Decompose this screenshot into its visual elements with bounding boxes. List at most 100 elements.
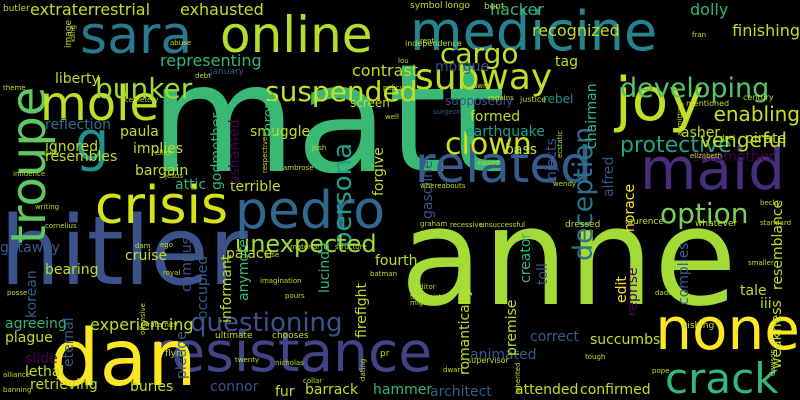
word-lethal: lethal [25, 364, 65, 380]
word-pedro: pedro [235, 181, 386, 241]
word-enabling: enabling [713, 102, 800, 126]
word-chairman: chairman [584, 83, 600, 150]
word-elizabeth: elizabeth [690, 152, 723, 160]
word-symbol: symbol [410, 1, 443, 11]
word-ambrose: ambrose [283, 164, 314, 172]
word-extraterrestrial: extraterrestrial [30, 0, 151, 19]
word-resistance: resistance [150, 320, 433, 384]
word-forgive: forgive [371, 147, 387, 196]
word-therapist: therapist [410, 293, 442, 301]
word-well: well [385, 113, 399, 121]
word-option: option [660, 197, 749, 230]
word-buries: buries [130, 379, 174, 395]
word-crack: crack [665, 354, 779, 400]
word-influence: influence [13, 170, 46, 178]
word-graham: graham [420, 220, 448, 228]
word-longo: longo [445, 1, 470, 11]
word-protective: protective [620, 133, 732, 158]
word-laurence: laurence [625, 217, 664, 227]
word-dawson: dawson [769, 349, 777, 377]
word-tale: tale [740, 283, 767, 299]
word-ignored: ignored [45, 139, 99, 155]
word-banning: banning [3, 386, 32, 394]
word-alfred: alfred [601, 156, 617, 198]
word-terrible: terrible [230, 179, 281, 195]
word-representing: representing [160, 51, 262, 70]
word-smaller: smaller [748, 259, 774, 267]
word-connor: connor [210, 379, 259, 395]
word-nicholas: nicholas [275, 359, 304, 367]
word-morgue: morgue [435, 59, 490, 75]
word-smuggle: smuggle [250, 124, 311, 140]
word-justice: justice [520, 95, 547, 104]
word-palace: palace [226, 246, 273, 262]
word-debt: debt [195, 72, 211, 80]
word-elliot: elliot [155, 149, 173, 157]
word-supervisor: supervisor [467, 356, 509, 365]
word-resembles: resembles [45, 149, 118, 165]
word-campus: campus [179, 237, 195, 293]
word-alliance: alliance [3, 371, 31, 379]
word-contrast: contrast [352, 61, 418, 80]
word-vengeful: vengeful [700, 128, 788, 152]
word-hacker: hacker [490, 0, 544, 19]
word-recessive: recessive [450, 221, 483, 229]
word-anne: anne [400, 179, 737, 336]
word-paula: paula [120, 124, 159, 140]
word-creator: creator [518, 232, 534, 283]
word-attic: attic [175, 177, 207, 193]
word-fran: fran [692, 31, 707, 39]
word-regains: regains [488, 94, 514, 102]
word-century: century [743, 93, 774, 102]
word-eternal: eternal [61, 317, 77, 367]
word-becky: becky [760, 199, 781, 207]
word-cargo: cargo [440, 37, 519, 70]
word-succumbs: succumbs [590, 332, 661, 348]
word-dan: dan [50, 314, 197, 400]
word-pirate: pirate [745, 131, 787, 147]
word-collar: collar [303, 377, 323, 385]
word-joy: joy [615, 65, 704, 135]
word-bargain: bargain [135, 163, 189, 179]
word-pope: pope [652, 367, 670, 375]
word-policy: policy [383, 84, 404, 92]
word-mole: mole [40, 76, 159, 132]
word-whereabouts: whereabouts [420, 182, 466, 190]
word-unsuccessful: unsuccessful [480, 221, 526, 229]
word-firefight: firefight [354, 283, 370, 339]
word-jose: jose [265, 251, 280, 259]
word-flynn: flynn [165, 349, 188, 359]
word-offensive: offensive [139, 303, 147, 336]
word-unexpected: unexpected [235, 230, 377, 258]
word-maid: maid [640, 135, 785, 203]
word-matt: matt [150, 33, 506, 207]
word-related: related [415, 136, 592, 194]
word-independence: independence [405, 39, 462, 48]
word-abuse: abuse [170, 39, 192, 47]
word-tough: tough [585, 353, 606, 361]
word-rebel: rebel [543, 92, 574, 106]
word-ego: ego [160, 241, 174, 249]
word-ashamed: ashamed [227, 119, 243, 184]
word-stepmother: stepmother [693, 149, 775, 165]
word-anymore: anymore [236, 238, 252, 301]
word-screen: screen [350, 96, 390, 110]
word-retrieving: retrieving [30, 377, 98, 393]
word-batman: batman [370, 270, 398, 278]
word-resemblance: resemblance [770, 200, 786, 291]
word-bearing: bearing [45, 262, 99, 278]
word-wendy: wendy [553, 180, 577, 188]
word-supposedly: supposedly [445, 94, 514, 108]
word-dolly: dolly [690, 0, 729, 19]
word-clown: clown [445, 127, 532, 162]
word-dam: dam [135, 242, 151, 250]
word-gasoline: gasoline [420, 160, 436, 220]
word-structure: structure [335, 243, 367, 251]
word-getaway: getaway [0, 240, 60, 256]
word-hitler: hitler [0, 197, 248, 307]
word-chooses: chooses [272, 331, 309, 341]
word-asher: asher [681, 125, 721, 141]
word-respective: respective [261, 136, 269, 174]
word-complies: complies [676, 242, 692, 306]
